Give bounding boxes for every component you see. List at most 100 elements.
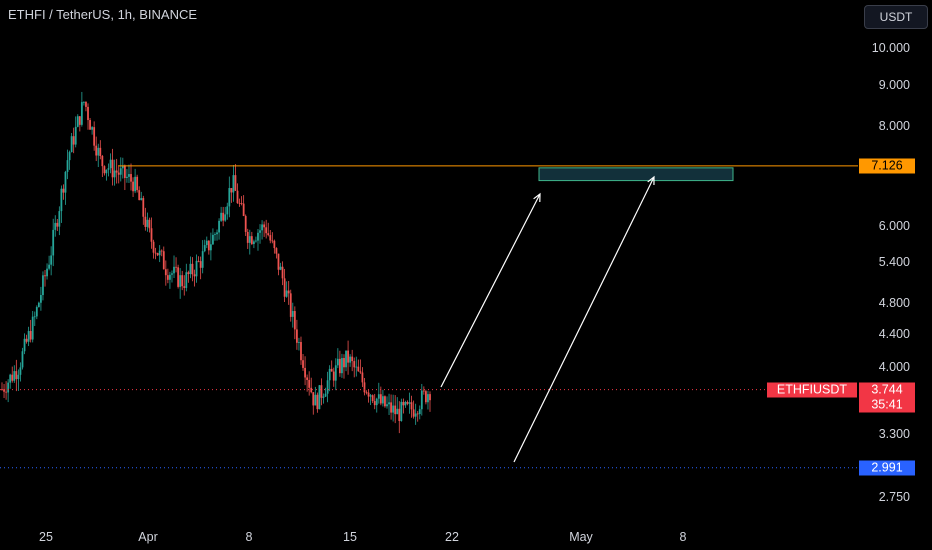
y-tick-label: 2.750 <box>878 490 910 504</box>
candle-body <box>193 274 196 277</box>
y-tick-label: 4.800 <box>878 296 910 311</box>
candle-body <box>119 168 122 175</box>
candle-body <box>109 159 112 169</box>
candle-body <box>318 385 321 410</box>
candle-body <box>218 220 220 233</box>
candle-body <box>99 147 102 156</box>
candle-body <box>425 391 427 403</box>
candle-body <box>353 361 356 368</box>
candle-body <box>336 358 339 366</box>
candle-body <box>240 203 243 205</box>
candle-body <box>300 342 302 361</box>
candle-body <box>357 366 360 372</box>
candle-body <box>310 387 313 393</box>
resistance-price-tag: 7.126 <box>859 158 915 174</box>
candle-body <box>17 374 20 380</box>
arrow-line <box>440 193 541 388</box>
candle-body <box>177 267 180 287</box>
candle-body <box>87 106 89 121</box>
candle-body <box>392 405 395 413</box>
candle-body <box>422 390 425 392</box>
candle-body <box>287 290 290 294</box>
symbol-tag: ETHFIUSDT <box>767 382 857 398</box>
candle-body <box>351 356 354 362</box>
candle-body <box>345 350 347 368</box>
candle-body <box>91 127 94 130</box>
candle-body <box>261 224 263 231</box>
candle-body <box>248 236 251 243</box>
candle-body <box>375 398 378 406</box>
candle-body <box>162 251 165 270</box>
candle-body <box>31 316 34 340</box>
x-tick-label: 8 <box>679 530 687 544</box>
candle-body <box>304 367 306 378</box>
candle-body <box>158 250 161 256</box>
candle-body <box>35 307 38 317</box>
candle-body <box>154 252 157 254</box>
candle-body <box>408 402 411 404</box>
candle-body <box>394 405 397 415</box>
candle-body <box>212 234 214 245</box>
candle-body <box>140 198 143 201</box>
candle-body <box>169 274 171 280</box>
currency-button[interactable]: USDT <box>864 5 928 29</box>
candle-body <box>205 240 208 246</box>
candle-body <box>343 358 345 368</box>
candle-body <box>371 395 374 402</box>
candle-body <box>68 152 71 161</box>
candle-body <box>246 231 249 243</box>
candle-body <box>185 272 188 288</box>
candle-body <box>230 188 233 193</box>
candle-body <box>269 235 272 241</box>
candle-body <box>56 222 59 227</box>
candle-body <box>52 229 55 256</box>
candle-body <box>95 145 98 156</box>
candle-body <box>70 136 73 153</box>
candle-body <box>142 198 145 217</box>
candle-body <box>263 224 266 228</box>
arrow-head <box>533 192 541 203</box>
candle-body <box>326 380 329 394</box>
candle-body <box>187 272 190 275</box>
candle-body <box>277 253 280 270</box>
candle-body <box>293 311 296 330</box>
candle-body <box>62 188 65 193</box>
candle-body <box>369 395 372 397</box>
candle-body <box>123 165 126 178</box>
candle-body <box>386 404 388 407</box>
y-tick-label: 9.000 <box>878 77 910 92</box>
candle-body <box>271 240 274 242</box>
x-tick-label: 22 <box>445 530 459 544</box>
candle-body <box>388 402 390 405</box>
candle-body <box>72 136 75 145</box>
candle-body <box>236 190 239 204</box>
candle-body <box>152 241 155 253</box>
candle-body <box>373 401 376 406</box>
candle-body <box>398 408 401 422</box>
chart-title: ETHFI / TetherUS, 1h, BINANCE <box>8 7 198 22</box>
y-tick-label: 6.000 <box>878 218 910 233</box>
candle-body <box>322 396 325 398</box>
candle-body <box>341 358 343 374</box>
candle-body <box>359 371 362 373</box>
candle-body <box>156 253 159 256</box>
arrow-line <box>513 176 655 463</box>
candle-body <box>144 216 147 227</box>
candle-body <box>195 260 198 277</box>
candle-body <box>189 263 192 275</box>
candle-body <box>48 264 51 269</box>
candle-body <box>361 372 364 383</box>
candle-body <box>60 188 63 212</box>
candle-body <box>85 101 87 107</box>
candle-body <box>404 401 407 406</box>
candle-body <box>412 409 415 417</box>
candle-body <box>166 275 169 280</box>
candle-body <box>316 394 319 410</box>
candle-body <box>19 367 22 375</box>
candle-body <box>390 402 392 413</box>
candle-body <box>400 401 403 422</box>
candle-body <box>242 203 245 216</box>
candle-body <box>54 222 57 230</box>
candle-body <box>50 255 53 265</box>
